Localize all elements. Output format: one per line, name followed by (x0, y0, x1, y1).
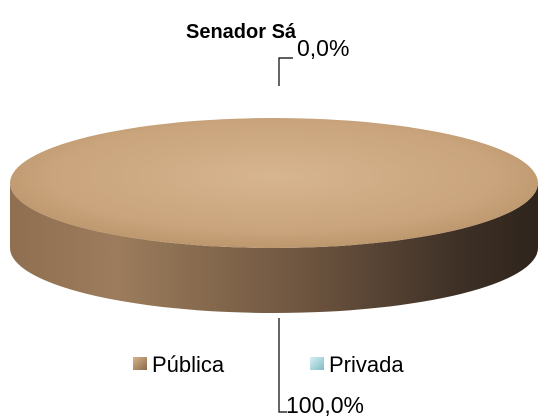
legend-swatch-privada (310, 357, 324, 370)
legend-label-publica: Pública (152, 352, 225, 377)
leader-line-publica (278, 318, 287, 413)
legend-label-privada: Privada (329, 352, 404, 377)
chart-title: Senador Sá (186, 21, 297, 43)
legend-swatch-publica (133, 357, 147, 370)
leader-line-privada (278, 57, 293, 86)
legend: Pública Privada (133, 352, 404, 377)
pie-slice-publica (10, 118, 538, 248)
data-label-publica: 100,0% (286, 392, 364, 418)
data-label-privada: 0,0% (297, 35, 349, 61)
